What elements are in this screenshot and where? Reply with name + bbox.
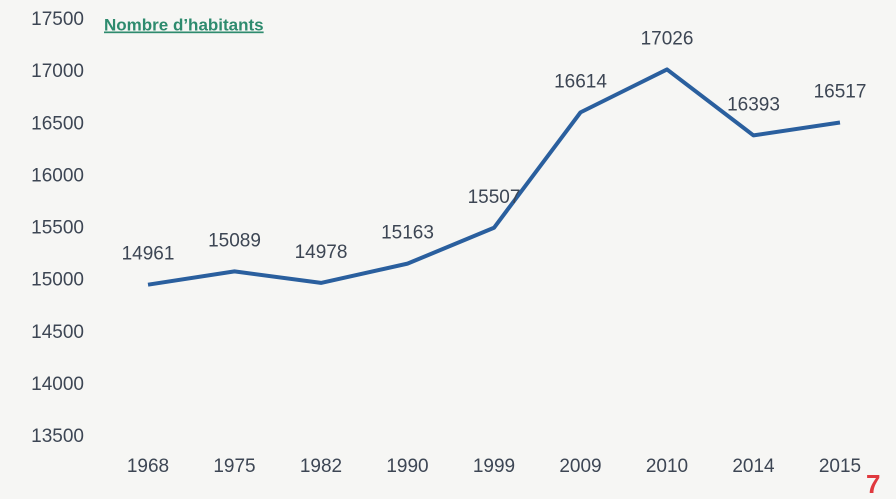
y-tick-label: 16000 (31, 165, 84, 186)
data-label: 14961 (122, 244, 175, 265)
data-label: 16393 (727, 94, 780, 115)
x-tick-label: 1999 (473, 456, 515, 477)
data-label: 14978 (295, 242, 348, 263)
line (147, 67, 841, 287)
y-tick-label: 16500 (31, 113, 84, 134)
data-label: 16614 (554, 71, 607, 92)
y-tick-label: 13500 (31, 426, 84, 447)
y-tick-label: 15000 (31, 270, 84, 291)
x-tick-label: 2015 (819, 456, 861, 477)
y-tick-label: 17000 (31, 61, 84, 82)
x-tick-label: 1982 (300, 456, 342, 477)
y-tick-label: 14500 (31, 322, 84, 343)
y-tick-label: 17500 (31, 9, 84, 30)
data-label: 15163 (381, 223, 434, 244)
x-tick-label: 1975 (213, 456, 255, 477)
y-tick-label: 14000 (31, 374, 84, 395)
data-label: 17026 (641, 28, 694, 49)
chart-title: Nombre d’habitants (104, 15, 264, 34)
x-tick-label: 2009 (559, 456, 601, 477)
x-tick-label: 1968 (127, 456, 169, 477)
x-tick-label: 1990 (386, 456, 428, 477)
data-label: 15089 (208, 230, 261, 251)
data-label: 16517 (814, 81, 867, 102)
x-tick-label: 2010 (646, 456, 688, 477)
page-number: 7 (866, 469, 880, 499)
x-tick-label: 2014 (732, 456, 775, 477)
data-label: 15507 (468, 187, 521, 208)
y-tick-label: 15500 (31, 218, 84, 239)
